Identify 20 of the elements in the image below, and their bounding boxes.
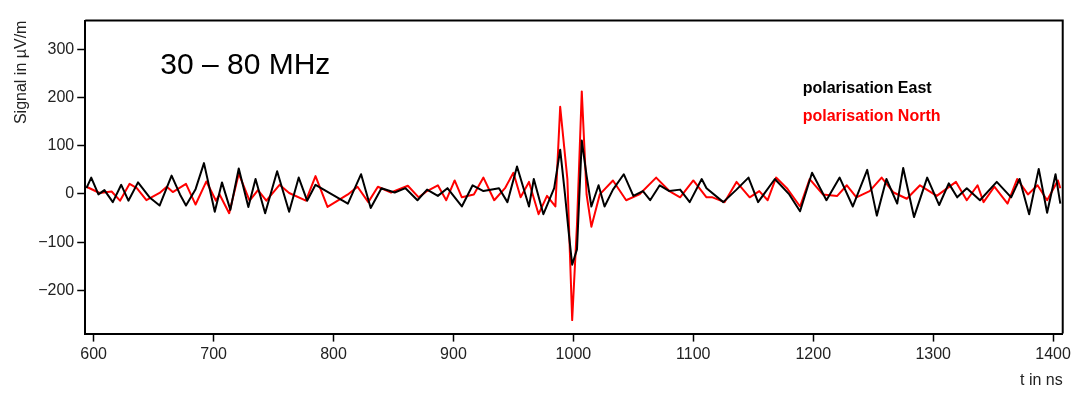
x-tick-label: 800 bbox=[320, 344, 347, 362]
y-tick-label: −200 bbox=[38, 280, 75, 298]
x-tick-label: 1100 bbox=[676, 344, 711, 362]
annotation: 30 – 80 MHz bbox=[160, 46, 331, 80]
x-tick-label: 600 bbox=[80, 344, 108, 362]
y-tick-label: −100 bbox=[38, 232, 75, 250]
y-tick-label: 0 bbox=[65, 184, 75, 202]
y-tick-label: 300 bbox=[47, 39, 75, 57]
x-axis-title: t in ns bbox=[1020, 370, 1063, 388]
x-tick-label: 1200 bbox=[795, 344, 832, 362]
x-tick-label: 900 bbox=[440, 344, 467, 362]
y-tick-label: 200 bbox=[47, 88, 75, 106]
text: polarisation East bbox=[802, 79, 933, 97]
x-tick-label: 700 bbox=[200, 344, 228, 362]
x-tick-label: 1300 bbox=[915, 344, 952, 362]
x-tick-label: 1000 bbox=[555, 344, 592, 362]
text: polarisation North bbox=[802, 107, 941, 125]
x-tick-label: 1400 bbox=[1035, 344, 1072, 362]
y-axis-title: Signal in µV/m bbox=[12, 20, 30, 125]
y-tick-label: 100 bbox=[47, 136, 75, 154]
